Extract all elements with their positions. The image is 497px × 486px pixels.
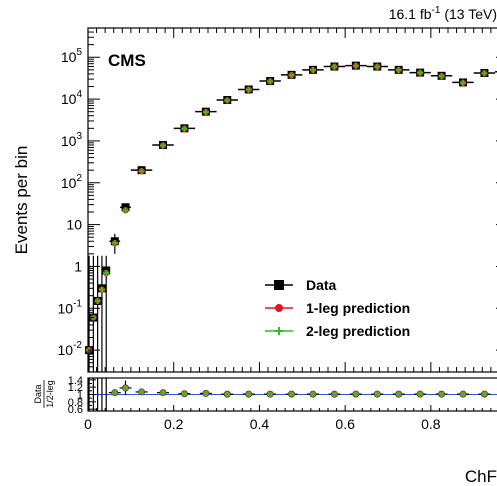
y-axis-label: Events per bin: [12, 146, 31, 255]
legend-entry-data: Data: [265, 277, 337, 293]
ratio-point: [138, 388, 146, 396]
y-tick-base: 1: [74, 258, 82, 274]
legend-label-1leg: 1-leg prediction: [306, 300, 410, 316]
cms-label: CMS: [108, 51, 146, 70]
ratio-point: [395, 390, 403, 398]
ratio-tick-label: 0.6: [68, 404, 83, 416]
two-leg-point: [122, 207, 129, 214]
ratio-point: [266, 390, 274, 398]
y-tick-label: 105: [61, 47, 83, 65]
ratio-point: [180, 390, 188, 398]
y-tick-base: 10: [58, 342, 74, 358]
two-leg-point: [374, 63, 381, 70]
legend-entry-2leg: 2-leg prediction: [265, 323, 410, 339]
two-leg-point: [438, 73, 445, 80]
y-tick-label: 1: [74, 258, 82, 274]
lumi-label: 16.1 fb-1 (13 TeV): [389, 5, 497, 22]
two-leg-point: [224, 97, 231, 104]
ratio-point: [438, 390, 446, 398]
y-tick-label: 102: [61, 173, 83, 191]
two-leg-point: [245, 86, 252, 93]
two-leg-point: [352, 62, 359, 69]
two-leg-point: [98, 286, 105, 293]
ratio-point: [480, 390, 488, 398]
two-leg-point: [181, 125, 188, 132]
legend-entry-1leg: 1-leg prediction: [265, 300, 410, 316]
y-tick-base: 10: [66, 217, 82, 233]
two-leg-point: [160, 142, 166, 149]
two-leg-point: [267, 78, 274, 85]
y-tick-exponent: 2: [76, 173, 82, 184]
ratio-point: [459, 390, 467, 398]
two-leg-point: [288, 72, 295, 79]
ratio-plot-area: [88, 378, 497, 411]
x-tick-label: 0.2: [164, 416, 184, 432]
y-tick-base: 10: [61, 175, 77, 191]
y-tick-exponent: -2: [73, 340, 82, 351]
ratio-y-label: Data 1/2-leg: [33, 380, 55, 408]
ratio-point: [416, 390, 424, 398]
ratio-point: [202, 389, 210, 397]
ratio-point: [122, 384, 130, 392]
ratio-point: [330, 390, 338, 398]
legend-marker-data: [274, 280, 284, 290]
ratio-tick-label: 1: [77, 390, 83, 402]
y-tick-label: 103: [61, 131, 83, 149]
two-leg-point: [417, 69, 424, 76]
legend-label-2leg: 2-leg prediction: [306, 323, 410, 339]
legend: Data 1-leg prediction 2-leg prediction: [265, 277, 410, 339]
two-leg-point: [202, 109, 209, 116]
y-tick-exponent: 3: [76, 131, 82, 142]
x-axis-label: ChF: [465, 467, 497, 486]
y-tick-label: 10-1: [58, 298, 83, 316]
axis-ticks: 0 0.2 0.4 0.6 0.810510410310210110-110-21.41…: [58, 27, 497, 432]
y-tick-exponent: 5: [76, 47, 82, 58]
ratio-tick-label: 1.2: [68, 382, 83, 394]
y-tick-base: 10: [58, 300, 74, 316]
two-leg-point: [103, 269, 110, 276]
y-tick-base: 10: [61, 91, 77, 107]
ratio-point: [159, 389, 167, 397]
two-leg-point: [331, 63, 338, 70]
ratio-point: [111, 389, 119, 397]
two-leg-point: [310, 67, 316, 74]
two-leg-point: [460, 79, 466, 86]
legend-marker-2leg: [275, 327, 283, 335]
main-plot-area: [85, 61, 497, 372]
x-tick-label: 0.6: [335, 416, 355, 432]
ratio-point: [373, 390, 381, 398]
x-tick-label: 0.8: [421, 416, 441, 432]
legend-marker-1leg: [275, 304, 283, 312]
y-tick-base: 10: [61, 133, 77, 149]
ratio-point: [309, 390, 317, 398]
ratio-point: [288, 390, 296, 398]
ratio-point: [223, 390, 231, 398]
two-leg-point: [481, 70, 488, 77]
y-tick-base: 10: [61, 49, 77, 65]
x-tick-label: 0.4: [250, 416, 270, 432]
x-tick-label: 0: [84, 416, 92, 432]
two-leg-point: [138, 168, 145, 175]
legend-label-data: Data: [306, 277, 337, 293]
ratio-point: [245, 390, 253, 398]
two-leg-point: [111, 240, 118, 247]
y-tick-label: 104: [61, 89, 83, 107]
two-leg-point: [395, 67, 402, 74]
main-panel-frame: [87, 27, 497, 373]
y-tick-label: 10-2: [58, 340, 83, 358]
y-tick-exponent: -1: [73, 298, 82, 309]
ratio-tick-label: 0.8: [68, 397, 83, 409]
ratio-tick-label: 1.4: [68, 375, 83, 387]
two-leg-point: [94, 297, 101, 304]
ratio-y-label-numerator: Data: [33, 384, 43, 403]
ratio-point: [352, 390, 360, 398]
y-tick-exponent: 4: [76, 89, 82, 100]
ratio-y-label-denominator: 1/2-leg: [45, 380, 55, 408]
y-tick-label: 10: [66, 217, 82, 233]
